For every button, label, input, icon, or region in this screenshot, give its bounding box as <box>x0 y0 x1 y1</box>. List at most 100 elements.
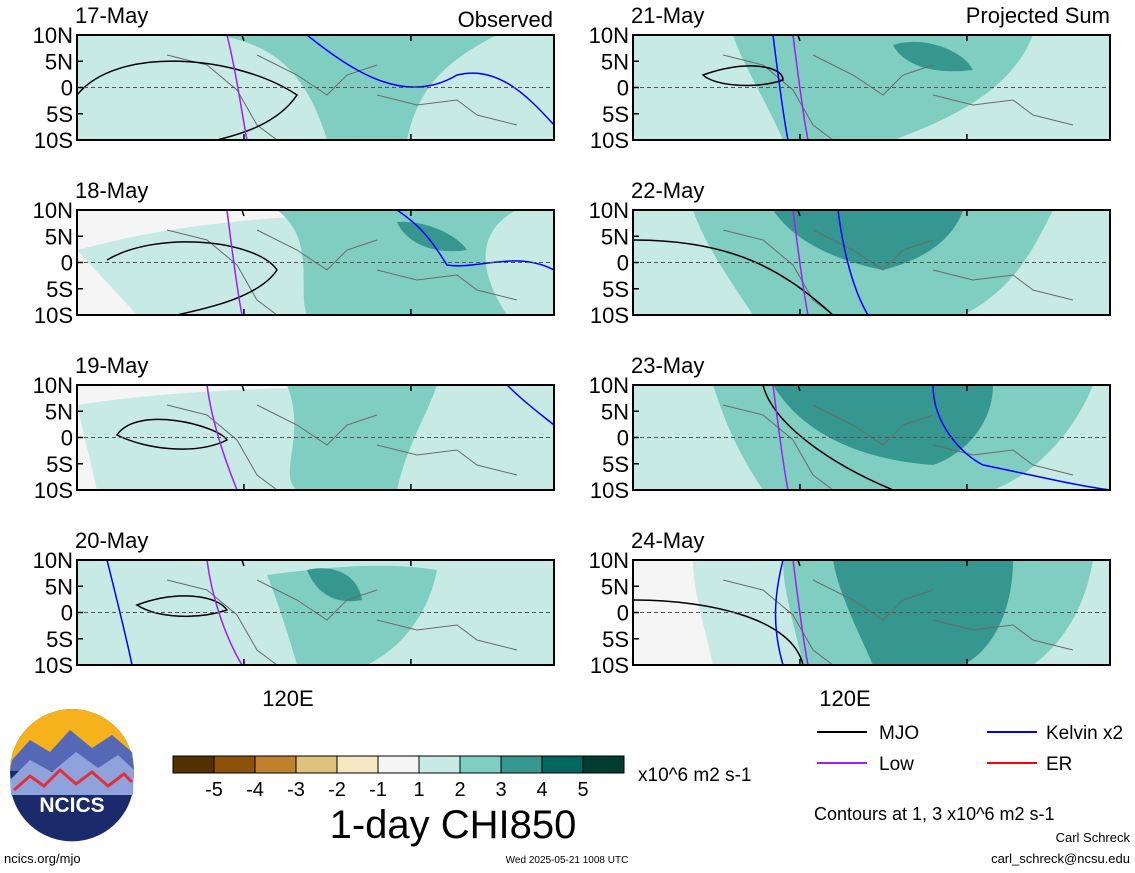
colorbar-swatch <box>500 755 543 774</box>
low-contour <box>226 210 243 315</box>
observed-label: Observed <box>458 7 553 32</box>
y-tick-label: 0 <box>617 76 629 101</box>
y-tick-label: 5S <box>602 452 629 477</box>
projected-sum-label: Projected Sum <box>966 3 1110 28</box>
kelvin-contour <box>837 210 869 315</box>
coastline <box>722 54 1074 140</box>
legend-label-kelvin: Kelvin x2 <box>1046 723 1123 744</box>
colorbar-tick-label: -1 <box>369 779 387 801</box>
panel-date: 17-May <box>75 3 148 28</box>
legend-label-mjo: MJO <box>879 723 919 744</box>
panel-date: 22-May <box>631 178 704 203</box>
colorbar-swatch <box>254 755 297 774</box>
kelvin-contour <box>932 385 1110 490</box>
kelvin-contour <box>306 35 554 126</box>
anomaly-shading <box>267 565 437 665</box>
y-tick-label: 10N <box>589 548 629 573</box>
y-tick-label: 5N <box>601 399 629 424</box>
legend: MJO Kelvin x2 Low ER <box>817 723 1123 775</box>
y-tick-label: 10N <box>589 198 629 223</box>
legend-label-low: Low <box>879 754 914 775</box>
low-contour <box>772 385 789 490</box>
mjo-contour <box>633 599 804 665</box>
y-tick-label: 10S <box>590 653 629 678</box>
low-contour <box>792 35 809 140</box>
y-tick-label: 10N <box>33 198 73 223</box>
y-tick-label: 10S <box>34 128 73 153</box>
coastline <box>166 579 518 665</box>
y-tick-label: 5N <box>601 574 629 599</box>
site-url: ncics.org/mjo <box>4 851 81 866</box>
y-tick-label: 5N <box>45 574 73 599</box>
colorbar-tick-label: -2 <box>328 779 346 801</box>
y-tick-label: 10S <box>590 128 629 153</box>
x-tick <box>241 384 245 392</box>
x-tick-label-right: 120E <box>819 686 870 711</box>
coastline <box>722 229 1074 315</box>
contour-note: Contours at 1, 3 x10^6 m2 s-1 <box>814 804 1055 824</box>
colorbar-tick-label: -5 <box>205 779 223 801</box>
colorbar-tick-label: 2 <box>454 779 465 801</box>
y-tick-label: 10S <box>34 303 73 328</box>
y-tick-label: 0 <box>617 426 629 451</box>
colorbar-swatch <box>336 755 379 774</box>
colorbar-tick-label: 5 <box>577 779 588 801</box>
y-tick-label: 5S <box>46 452 73 477</box>
colorbar-swatch <box>582 755 625 774</box>
chart-title: 1-day CHI850 <box>330 803 577 847</box>
colorbar-tick-label: 4 <box>536 779 547 801</box>
y-tick-label: 5N <box>601 49 629 74</box>
anomaly-shading <box>773 210 963 270</box>
y-tick-label: 10S <box>34 653 73 678</box>
y-tick-label: 10S <box>590 303 629 328</box>
y-tick-label: 5N <box>45 224 73 249</box>
y-tick-label: 5N <box>601 224 629 249</box>
anomaly-shading <box>893 41 973 72</box>
y-tick-label: 0 <box>61 426 73 451</box>
panel-date: 24-May <box>631 528 704 553</box>
low-contour <box>792 210 809 315</box>
mjo-contour <box>701 65 784 87</box>
panel-date: 18-May <box>75 178 148 203</box>
colorbar-swatch <box>213 755 256 774</box>
low-contour <box>206 560 243 665</box>
y-tick-label: 10N <box>33 23 73 48</box>
coastline <box>166 404 518 490</box>
y-tick-label: 5N <box>45 49 73 74</box>
colorbar-swatch <box>541 755 584 774</box>
y-tick-label: 0 <box>617 251 629 276</box>
mjo-contour <box>106 241 278 315</box>
y-tick-label: 5S <box>46 627 73 652</box>
y-tick-label: 10N <box>589 373 629 398</box>
colorbar-swatch <box>377 755 420 774</box>
coastline <box>722 404 1074 490</box>
colorbar-swatch <box>459 755 502 774</box>
mjo-contour <box>115 418 229 450</box>
x-tick <box>797 209 801 217</box>
y-tick-label: 10S <box>34 478 73 503</box>
anomaly-shading <box>277 210 517 315</box>
x-tick <box>797 559 801 567</box>
colorbar-swatch <box>172 755 215 774</box>
legend-label-er: ER <box>1046 754 1072 775</box>
y-tick-label: 0 <box>61 251 73 276</box>
y-tick-label: 5S <box>602 627 629 652</box>
y-tick-label: 5S <box>602 102 629 127</box>
panel-date: 20-May <box>75 528 148 553</box>
ncics-logo: NCICS <box>10 709 134 842</box>
timestamp: Wed 2025-05-21 1008 UTC <box>506 855 629 866</box>
colorbar: -5 -4 -3 -2 -1 1 2 3 4 5 <box>172 755 625 801</box>
mjo-contour <box>633 239 834 315</box>
anomaly-shading <box>397 221 467 252</box>
y-tick-label: 5N <box>45 399 73 424</box>
anomaly-shading <box>287 385 437 490</box>
x-tick <box>241 34 245 42</box>
x-tick <box>797 34 801 42</box>
coastline <box>722 579 1074 665</box>
colorbar-tick-label: -3 <box>287 779 305 801</box>
